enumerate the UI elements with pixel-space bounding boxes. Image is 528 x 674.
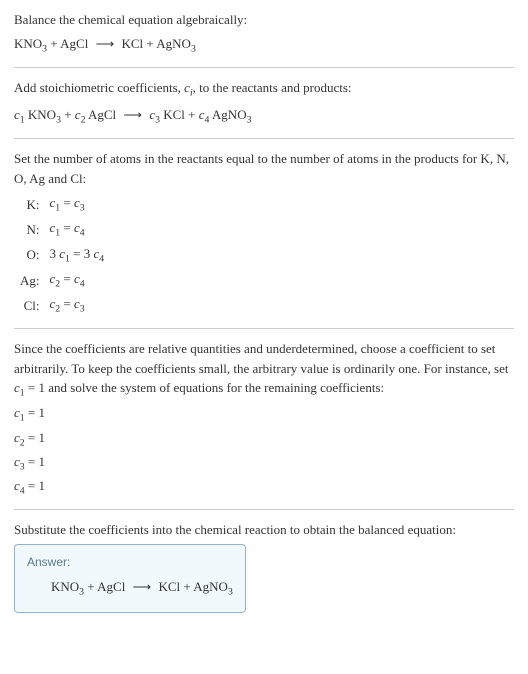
species: AgCl xyxy=(85,107,119,122)
solve-text: Since the coefficients are relative quan… xyxy=(14,339,514,401)
answer-box: Answer: KNO3 + AgCl ⟶ KCl + AgNO3 xyxy=(14,544,246,613)
subst-section: Substitute the coefficients into the che… xyxy=(14,520,514,613)
divider xyxy=(14,138,514,139)
coeff-row: c2 = 1 xyxy=(14,428,514,451)
table-row: K:c1 = c3 xyxy=(14,192,110,217)
element-label: Cl: xyxy=(14,293,44,318)
text: Since the coefficients are relative quan… xyxy=(14,341,509,376)
atoms-table: K:c1 = c3N:c1 = c4O:3 c1 = 3 c4Ag:c2 = c… xyxy=(14,192,110,318)
stoich-equation: c1 KNO3 + c2 AgCl ⟶ c3 KCl + c4 AgNO3 xyxy=(14,105,514,128)
table-row: N:c1 = c4 xyxy=(14,217,110,242)
equation-cell: c2 = c4 xyxy=(44,268,111,293)
species: KCl + xyxy=(160,107,199,122)
element-label: Ag: xyxy=(14,268,44,293)
reactant: KNO xyxy=(14,36,42,51)
stoich-text: Add stoichiometric coefficients, ci, to … xyxy=(14,78,514,101)
table-row: O:3 c1 = 3 c4 xyxy=(14,243,110,268)
element-label: N: xyxy=(14,217,44,242)
stoich-section: Add stoichiometric coefficients, ci, to … xyxy=(14,78,514,128)
subscript: 3 xyxy=(247,115,252,126)
equation-cell: c2 = c3 xyxy=(44,293,111,318)
intro-section: Balance the chemical equation algebraica… xyxy=(14,10,514,57)
answer-equation: KNO3 + AgCl ⟶ KCl + AgNO3 xyxy=(27,577,233,600)
divider xyxy=(14,67,514,68)
coeff-row: c1 = 1 xyxy=(14,403,514,426)
plus-text: + AgCl xyxy=(47,36,92,51)
divider xyxy=(14,328,514,329)
text: Add stoichiometric coefficients, xyxy=(14,80,184,95)
answer-label: Answer: xyxy=(27,553,233,571)
product: KCl + AgNO xyxy=(118,36,191,51)
equation-cell: c1 = c3 xyxy=(44,192,111,217)
coeff-row: c4 = 1 xyxy=(14,476,514,499)
solve-section: Since the coefficients are relative quan… xyxy=(14,339,514,499)
table-row: Cl:c2 = c3 xyxy=(14,293,110,318)
element-label: O: xyxy=(14,243,44,268)
atoms-intro: Set the number of atoms in the reactants… xyxy=(14,149,514,188)
text: , to the reactants and products: xyxy=(193,80,352,95)
plus-text: + AgCl xyxy=(84,579,129,594)
element-label: K: xyxy=(14,192,44,217)
equation-cell: c1 = c4 xyxy=(44,217,111,242)
reactant: KNO xyxy=(51,579,79,594)
coeff-row: c3 = 1 xyxy=(14,452,514,475)
equation-cell: 3 c1 = 3 c4 xyxy=(44,243,111,268)
arrow-icon: ⟶ xyxy=(96,34,115,54)
species: KNO xyxy=(25,107,56,122)
subscript: 3 xyxy=(228,586,233,597)
intro-text: Balance the chemical equation algebraica… xyxy=(14,10,514,30)
arrow-icon: ⟶ xyxy=(123,105,142,125)
plus: + xyxy=(61,107,75,122)
coeff-list: c1 = 1c2 = 1c3 = 1c4 = 1 xyxy=(14,403,514,499)
atoms-section: Set the number of atoms in the reactants… xyxy=(14,149,514,318)
divider xyxy=(14,509,514,510)
species: AgNO xyxy=(209,107,246,122)
subst-text: Substitute the coefficients into the che… xyxy=(14,520,514,540)
text: = 1 and solve the system of equations fo… xyxy=(25,380,384,395)
subscript: 3 xyxy=(191,43,196,54)
arrow-icon: ⟶ xyxy=(133,577,152,597)
table-row: Ag:c2 = c4 xyxy=(14,268,110,293)
product: KCl + AgNO xyxy=(155,579,228,594)
intro-equation: KNO3 + AgCl ⟶ KCl + AgNO3 xyxy=(14,34,514,57)
